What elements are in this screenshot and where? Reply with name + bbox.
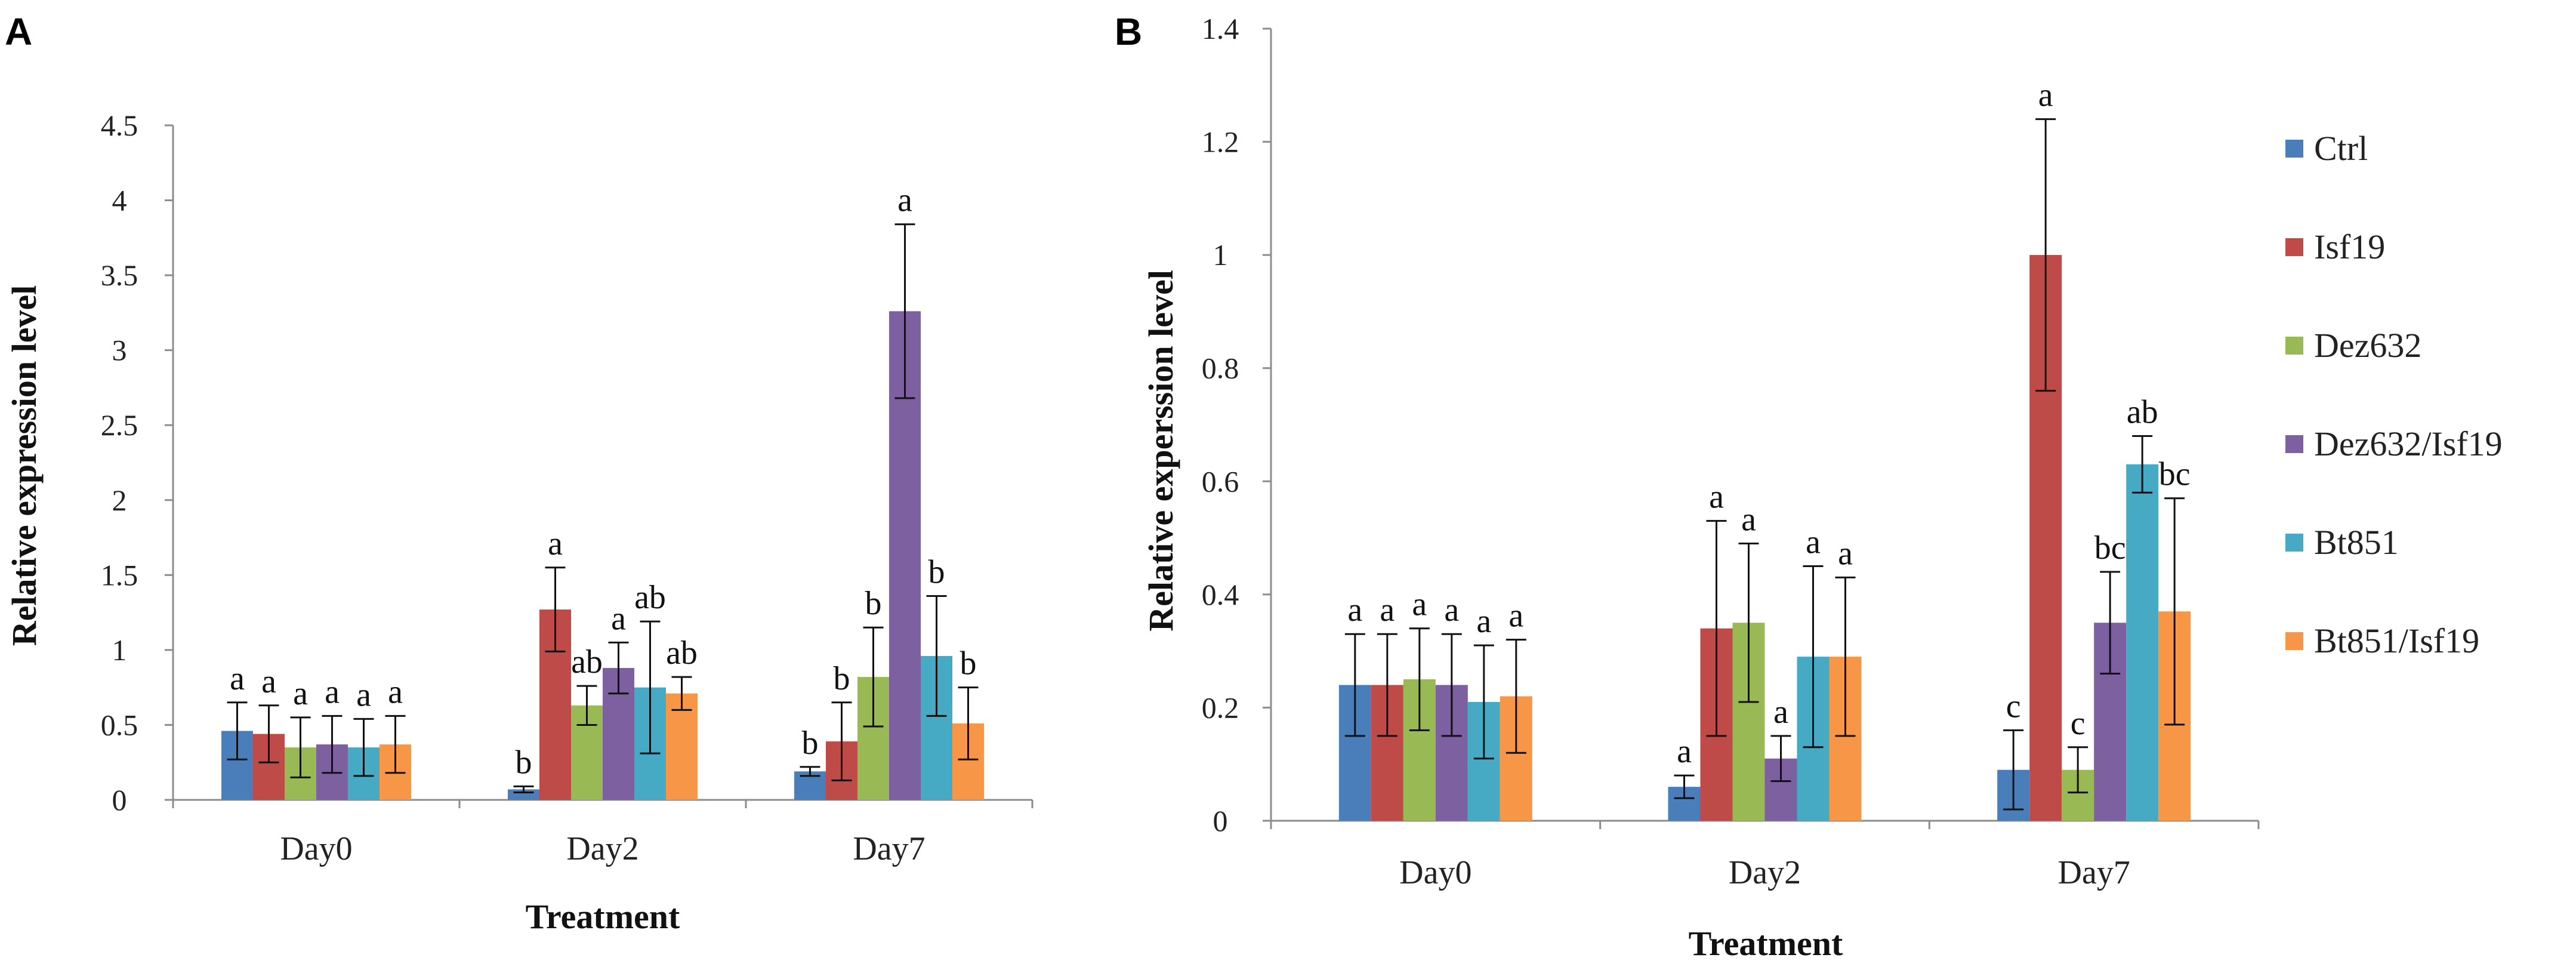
significance-letter: a	[356, 676, 371, 713]
y-axis-label: Relative experssion level	[1142, 270, 1180, 632]
significance-letter: a	[1773, 694, 1788, 731]
significance-letter: c	[2006, 688, 2021, 725]
significance-letter: ab	[2127, 393, 2158, 430]
legend-label: Dez632/Isf19	[2314, 424, 2503, 463]
significance-letter: a	[261, 663, 276, 700]
legend-swatch	[2285, 337, 2303, 355]
significance-letter: a	[611, 600, 626, 637]
category-label: Day2	[1729, 854, 1801, 891]
y-tick-label: 2	[112, 484, 127, 517]
significance-letter: a	[1444, 592, 1459, 629]
significance-letter: a	[230, 660, 245, 697]
significance-letter: b	[928, 553, 945, 590]
significance-letter: a	[1677, 733, 1692, 770]
legend-label: Isf19	[2314, 227, 2385, 266]
y-tick-label: 1	[112, 633, 127, 667]
significance-letter: a	[1806, 524, 1821, 561]
category-label: Day0	[1399, 854, 1471, 891]
chart-panel-b: Relative experssion level Treatment 0 0.2…	[1142, 12, 2260, 963]
y-tick-label: 1.5	[101, 558, 138, 592]
significance-letter: a	[1476, 603, 1491, 640]
y-tick-label: 3.5	[101, 258, 138, 292]
legend-swatch	[2285, 534, 2303, 552]
significance-letter: a	[1412, 586, 1427, 623]
legend-item: Dez632/Isf19	[2285, 424, 2503, 463]
significance-letter: a	[325, 673, 340, 710]
significance-letter: a	[1741, 501, 1756, 538]
significance-letter: bc	[2159, 456, 2191, 493]
legend-swatch	[2285, 435, 2303, 453]
significance-letter: b	[834, 660, 850, 697]
significance-letter: a	[1508, 598, 1523, 635]
legend-item: Dez632	[2285, 326, 2421, 365]
legend-label: Bt851	[2314, 523, 2399, 562]
significance-letter: a	[293, 675, 308, 712]
panel-a-label: A	[5, 10, 32, 53]
y-tick-label: 0.4	[1202, 578, 1239, 611]
legend-label: Dez632	[2314, 326, 2421, 365]
legend-item: Bt851	[2285, 523, 2399, 562]
y-tick-label: 0	[1213, 804, 1228, 837]
y-tick-label: 1	[1213, 238, 1228, 272]
significance-letter: a	[1709, 479, 1724, 516]
chart-panel-a: Relative expression level Treatment 0 0.5…	[5, 109, 1034, 936]
bar	[2126, 464, 2159, 821]
significance-letter: a	[1347, 592, 1362, 629]
category-label: Day7	[853, 830, 925, 867]
y-tick-label: 4.5	[101, 109, 138, 142]
significance-letter: a	[2038, 77, 2053, 114]
significance-letter: a	[548, 525, 563, 562]
significance-letter: b	[516, 744, 532, 781]
significance-letter: a	[1838, 535, 1853, 572]
significance-letter: b	[960, 645, 977, 682]
legend-label: Bt851/Isf19	[2314, 621, 2479, 660]
significance-letter: a	[388, 673, 403, 710]
legend-item: Isf19	[2285, 227, 2385, 266]
y-tick-label: 0.5	[101, 708, 138, 741]
legend-item: Ctrl	[2285, 129, 2368, 168]
significance-letter: ab	[571, 643, 603, 680]
significance-letter: c	[2071, 705, 2086, 742]
x-axis-label: Treatment	[526, 897, 680, 936]
legend-swatch	[2285, 238, 2303, 256]
legend-swatch	[2285, 632, 2303, 650]
legend-item: Bt851/Isf19	[2285, 621, 2479, 660]
panel-b-label: B	[1115, 10, 1142, 53]
y-tick-label: 1.4	[1202, 12, 1239, 45]
category-label: Day7	[2058, 854, 2130, 891]
legend-swatch	[2285, 140, 2303, 158]
bar	[666, 693, 698, 800]
y-tick-label: 2.5	[101, 408, 138, 442]
y-tick-label: 1.2	[1202, 125, 1239, 159]
legend: Ctrl Isf19 Dez632 Dez632/Isf19 Bt851 Bt8…	[2285, 129, 2503, 660]
y-axis-label: Relative expression level	[5, 285, 44, 646]
y-tick-label: 0	[112, 783, 127, 817]
significance-letter: b	[865, 585, 882, 622]
legend-label: Ctrl	[2314, 129, 2368, 168]
significance-letter: ab	[634, 579, 666, 616]
y-tick-label: 4	[112, 184, 127, 217]
y-tick-label: 0.6	[1202, 464, 1239, 498]
significance-letter: bc	[2094, 529, 2126, 566]
y-tick-label: 3	[112, 334, 127, 367]
category-label: Day0	[280, 830, 352, 867]
significance-letter: a	[1380, 592, 1395, 629]
x-axis-label: Treatment	[1689, 924, 1843, 963]
y-tick-label: 0.2	[1202, 691, 1239, 724]
significance-letter: ab	[666, 635, 698, 672]
y-tick-label: 0.8	[1202, 352, 1239, 385]
category-label: Day2	[566, 830, 638, 867]
significance-letter: a	[897, 182, 912, 219]
significance-letter: b	[802, 725, 819, 762]
